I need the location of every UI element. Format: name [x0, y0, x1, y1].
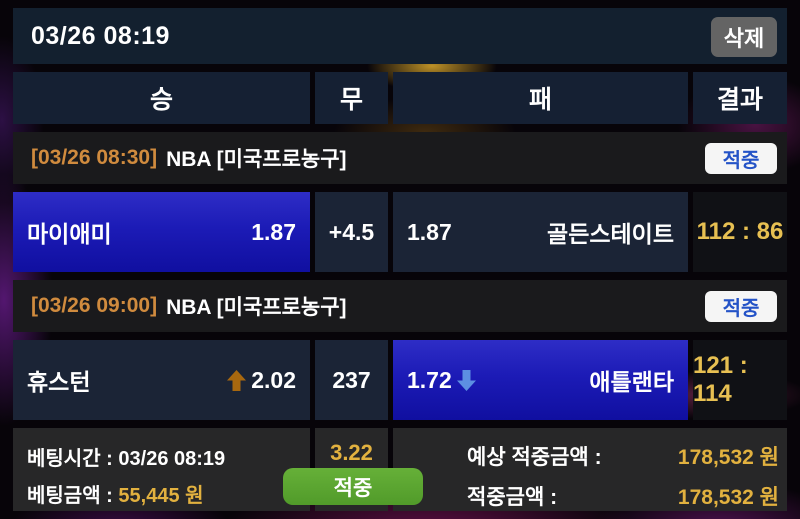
game-2-total-cell: 237: [315, 340, 388, 420]
game-1-lose-team: 골든스테이트: [547, 221, 674, 247]
expected-amount-label: 예상 적중금액 :: [467, 446, 602, 469]
game-2-total-line: 237: [332, 366, 371, 393]
bet-time-line: 베팅시간 : 03/26 08:19: [27, 442, 310, 471]
odds-down-arrow-icon: [456, 369, 477, 392]
total-odds-value: 3.22: [330, 440, 373, 465]
game-2-header: [03/26 09:00] NBA [미국프로농구] 적중: [13, 280, 787, 332]
bet-time-value: 03/26 08:19: [118, 448, 226, 470]
game-1-win-team: 마이애미: [27, 221, 112, 247]
game-2-lose-team: 애틀랜타: [589, 369, 674, 395]
top-bar: 03/26 08:19 삭제: [13, 8, 787, 64]
game-2-win-cell: 휴스턴 2.02: [13, 340, 310, 420]
game-2-score: 121 : 114: [693, 340, 787, 420]
slip-result-badge: 적중: [283, 468, 423, 505]
game-1-league: NBA [미국프로농구]: [166, 148, 347, 171]
bet-summary-right: 예상 적중금액 : 178,532 원 적중금액 : 178,532 원: [393, 428, 787, 511]
game-1-header: [03/26 08:30] NBA [미국프로농구] 적중: [13, 132, 787, 184]
game-1-lose-odds: 1.87: [407, 218, 452, 245]
game-1-win-cell: 마이애미 1.87: [13, 192, 310, 272]
game-2-lose-cell: 1.72 애틀랜타: [393, 340, 688, 420]
game-2-win-odds-group: 2.02: [226, 367, 296, 394]
bet-amount-value: 55,445 원: [118, 485, 204, 507]
expected-amount-line: 예상 적중금액 : 178,532 원: [467, 441, 779, 471]
game-2-hit-badge: 적중: [705, 291, 777, 322]
game-2-row: 휴스턴 2.02 237 1.72 애틀랜타 121 : 114: [13, 340, 787, 420]
bet-summary-left: 베팅시간 : 03/26 08:19 베팅금액 : 55,445 원: [13, 428, 310, 511]
slip-datetime: 03/26 08:19: [31, 21, 170, 50]
hit-amount-value: 178,532 원: [677, 486, 779, 509]
game-2-start-time: [03/26 09:00]: [31, 294, 158, 317]
game-1-handicap: +4.5: [328, 218, 375, 245]
game-1-start-time: [03/26 08:30]: [31, 146, 158, 169]
game-2-lose-odds: 1.72: [407, 366, 452, 393]
hit-amount-label: 적중금액 :: [467, 486, 558, 509]
game-2-league: NBA [미국프로농구]: [166, 296, 347, 319]
hit-amount-line: 적중금액 : 178,532 원: [467, 481, 779, 511]
game-1-lose-cell: 1.87 골든스테이트: [393, 192, 688, 272]
game-1-handicap-cell: +4.5: [315, 192, 388, 272]
game-1-row: 마이애미 1.87 +4.5 1.87 골든스테이트 112 : 86: [13, 192, 787, 272]
header-result: 결과: [693, 72, 787, 124]
header-win: 승: [13, 72, 310, 124]
table-header: 승 무 패 결과: [13, 72, 787, 124]
game-1-score: 112 : 86: [693, 192, 787, 272]
game-1-win-odds: 1.87: [251, 218, 296, 245]
delete-button[interactable]: 삭제: [711, 17, 777, 57]
expected-amount-value: 178,532 원: [677, 446, 779, 469]
bet-summary: 베팅시간 : 03/26 08:19 베팅금액 : 55,445 원 3.22 …: [13, 428, 787, 511]
game-2-win-team: 휴스턴: [27, 369, 91, 395]
bet-slip-card: 03/26 08:19 삭제 승 무 패 결과 [03/26 08:30] NB…: [13, 8, 787, 511]
header-draw: 무: [315, 72, 388, 124]
game-2-win-odds: 2.02: [251, 366, 296, 393]
odds-up-arrow-icon: [226, 369, 247, 392]
game-2-lose-odds-group: 1.72: [407, 367, 477, 394]
game-1-hit-badge: 적중: [705, 143, 777, 174]
bet-amount-line: 베팅금액 : 55,445 원: [27, 479, 310, 508]
bet-time-label: 베팅시간 :: [27, 448, 113, 470]
bet-amount-label: 베팅금액 :: [27, 485, 113, 507]
header-lose: 패: [393, 72, 688, 124]
